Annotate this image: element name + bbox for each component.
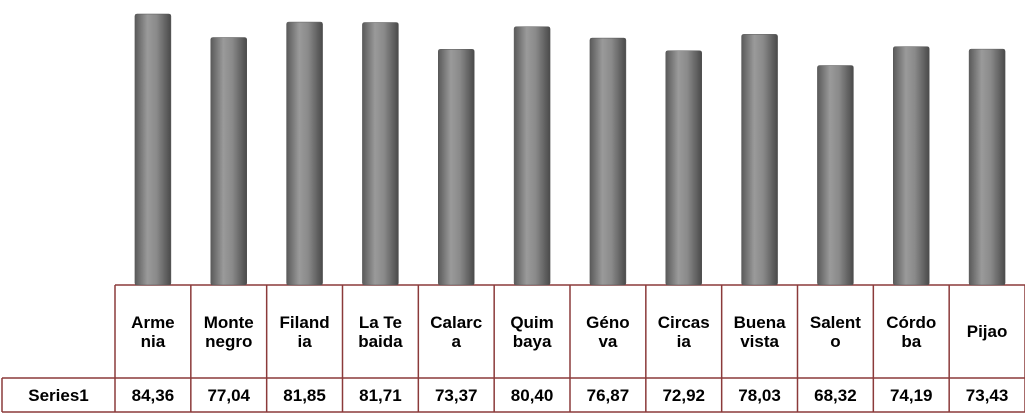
cell-text: Buenavista: [733, 312, 786, 351]
value-label: 73,43: [949, 378, 1025, 412]
category-label: Salento: [798, 285, 874, 378]
cell-text: Circasia: [657, 312, 710, 351]
category-label: Armenia: [115, 285, 191, 378]
cell-text: 72,92: [662, 385, 706, 405]
series-name: Series1: [2, 378, 115, 412]
value-label: 78,03: [722, 378, 798, 412]
bar: [589, 37, 627, 286]
cell-text: 76,87: [586, 385, 630, 405]
value-label: 81,85: [267, 378, 343, 412]
bar: [817, 65, 854, 286]
cell-text: Montenegro: [203, 312, 254, 351]
category-label: Quimbaya: [494, 285, 570, 378]
cell-text: 77,04: [207, 385, 251, 405]
cell-text: La Tebaida: [358, 312, 403, 351]
category-label: Montenegro: [191, 285, 267, 378]
bar: [968, 48, 1006, 286]
bar: [741, 34, 778, 286]
category-label: Circasia: [646, 285, 722, 378]
category-label: Buenavista: [722, 285, 798, 378]
cell-text: 74,19: [889, 385, 933, 405]
cell-text: 78,03: [738, 385, 781, 405]
cell-text: Pijao: [966, 322, 1008, 341]
cell-text: 68,32: [814, 385, 857, 405]
cell-text: Calarca: [430, 312, 483, 351]
value-label: 84,36: [115, 378, 191, 412]
cell-text: Génova: [586, 312, 630, 351]
cell-text: 84,36: [131, 385, 175, 405]
category-label: Pijao: [949, 285, 1025, 378]
category-label: La Tebaida: [343, 285, 419, 378]
category-label: Córdoba: [873, 285, 949, 378]
cell-text: 81,71: [359, 385, 402, 405]
value-label: 81,71: [343, 378, 419, 412]
cell-text: 80,40: [510, 385, 554, 405]
category-label: Calarca: [418, 285, 494, 378]
value-label: 73,37: [418, 378, 494, 412]
bar: [286, 21, 323, 286]
bar: [893, 46, 930, 286]
value-label: 80,40: [494, 378, 570, 412]
bar: [362, 22, 399, 286]
cell-text: Córdoba: [886, 312, 937, 351]
cell-text: 73,43: [965, 385, 1009, 405]
cell-text: Salento: [809, 312, 861, 351]
value-label: 72,92: [646, 378, 722, 412]
bar: [134, 13, 172, 286]
bar: [438, 49, 475, 286]
bar: [665, 50, 702, 286]
value-label: 68,32: [798, 378, 874, 412]
value-label: 74,19: [873, 378, 949, 412]
category-label: Génova: [570, 285, 646, 378]
cell-text: 73,37: [434, 385, 478, 405]
value-label: 77,04: [191, 378, 267, 412]
category-label: Filandia: [267, 285, 343, 378]
cell-text: Series1: [28, 385, 89, 405]
bar: [210, 37, 247, 286]
cell-text: 81,85: [283, 385, 326, 405]
bar: [513, 26, 551, 286]
cell-text: Armenia: [131, 312, 175, 351]
cell-text: Quimbaya: [510, 312, 554, 351]
value-label: 76,87: [570, 378, 646, 412]
cell-text: Filandia: [279, 312, 330, 351]
